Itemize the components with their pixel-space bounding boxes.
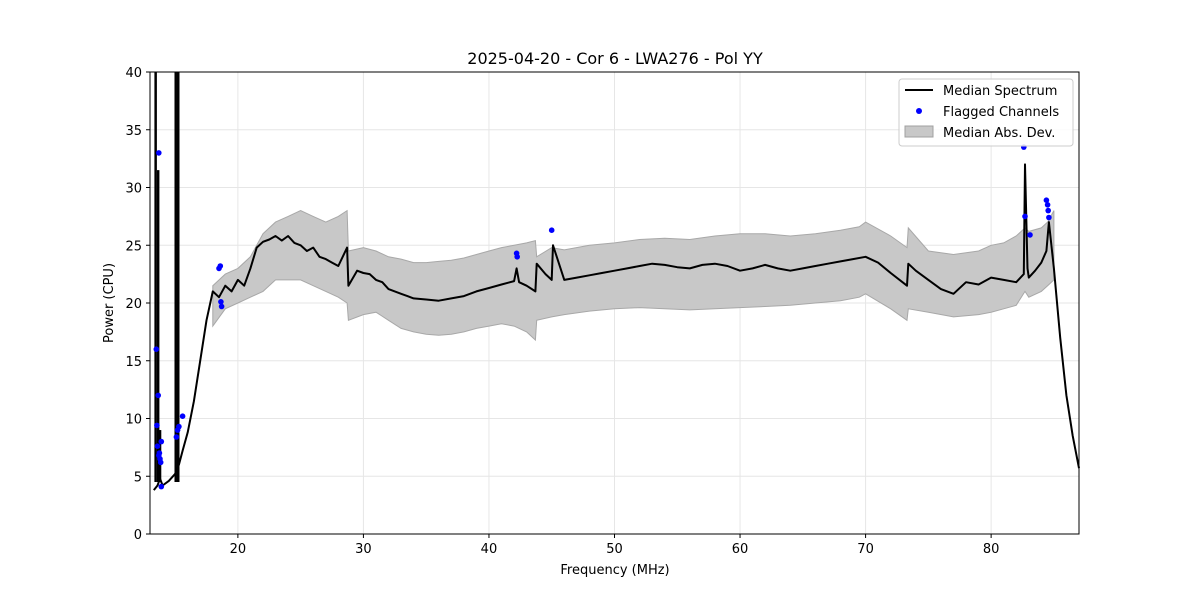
flagged-channel-point xyxy=(153,346,160,353)
flagged-channel-point xyxy=(218,299,224,305)
flagged-channel-point xyxy=(158,483,165,490)
x-axis-ticks: 20 30 40 50 60 70 80 xyxy=(230,534,1000,557)
flagged-channel-point xyxy=(548,227,555,233)
y-tick-label: 20 xyxy=(125,297,142,312)
x-tick-label: 40 xyxy=(481,542,498,557)
flagged-channel-point xyxy=(514,253,520,260)
mad-band xyxy=(212,209,1055,342)
legend-band-swatch xyxy=(904,125,934,138)
legend-box xyxy=(898,78,1074,147)
flagged-channel-point xyxy=(173,434,180,440)
y-axis-ticks: 0 5 10 15 20 25 30 35 40 xyxy=(125,66,150,543)
legend-label-median-abs-dev: Median Abs. Dev. xyxy=(943,126,1055,141)
flagged-channel-point xyxy=(1045,207,1051,214)
flagged-channel-point xyxy=(157,459,164,466)
flagged-channel-point xyxy=(158,438,165,445)
mad-band-layer xyxy=(212,209,1055,342)
flagged-channel-point xyxy=(1022,213,1028,220)
flagged-channel-point xyxy=(154,443,161,450)
x-tick-label: 60 xyxy=(732,542,749,557)
flagged-channel-point xyxy=(1044,202,1051,208)
flagged-channels-layer xyxy=(153,144,1052,490)
y-tick-label: 40 xyxy=(125,66,142,81)
x-axis-label: Frequency (MHz) xyxy=(560,563,669,578)
y-tick-label: 15 xyxy=(125,355,142,370)
y-tick-label: 30 xyxy=(125,182,142,197)
flagged-channel-point xyxy=(156,150,162,156)
y-tick-label: 5 xyxy=(134,470,142,485)
flagged-channel-point xyxy=(154,422,160,429)
x-tick-label: 30 xyxy=(355,542,372,557)
flagged-channel-point xyxy=(1027,232,1033,238)
legend-label-median-spectrum: Median Spectrum xyxy=(943,84,1057,99)
flagged-channel-point xyxy=(176,423,182,430)
flagged-channel-point xyxy=(1046,214,1052,221)
x-tick-label: 80 xyxy=(983,542,1000,557)
x-tick-label: 70 xyxy=(857,542,874,557)
y-tick-label: 35 xyxy=(125,124,142,139)
flagged-channel-point xyxy=(1043,197,1050,203)
y-tick-label: 0 xyxy=(134,528,142,543)
flagged-channel-point xyxy=(179,413,186,420)
y-tick-label: 25 xyxy=(125,239,142,254)
flagged-channel-point xyxy=(217,263,224,269)
legend-label-flagged-channels: Flagged Channels xyxy=(943,105,1059,120)
flagged-channel-point xyxy=(218,303,225,310)
flagged-channel-point xyxy=(156,452,162,459)
y-axis-label: Power (CPU) xyxy=(102,263,117,343)
y-tick-label: 10 xyxy=(125,413,142,428)
chart-title: 2025-04-20 - Cor 6 - LWA276 - Pol YY xyxy=(467,49,763,68)
x-tick-label: 50 xyxy=(606,542,623,557)
legend-marker-swatch xyxy=(916,108,922,114)
legend: Median Spectrum Flagged Channels Median … xyxy=(898,78,1074,147)
x-tick-label: 20 xyxy=(230,542,247,557)
median-spectrum-line xyxy=(153,163,1080,491)
flagged-channel-point xyxy=(155,392,161,399)
